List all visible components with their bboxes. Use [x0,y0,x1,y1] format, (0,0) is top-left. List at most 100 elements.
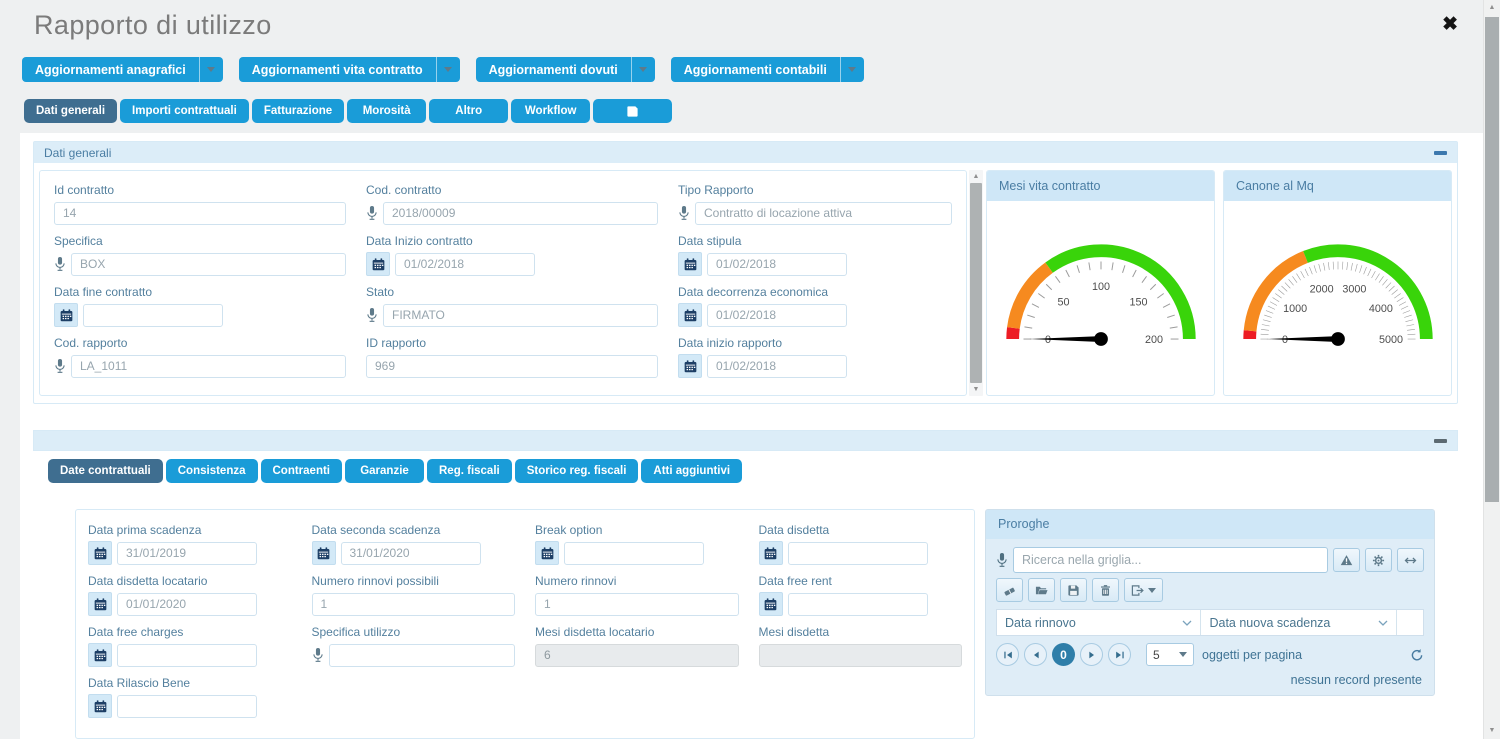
gear-button[interactable] [1365,548,1392,572]
cod-contratto-input[interactable] [383,202,658,225]
main-tab-importi-contrattuali[interactable]: Importi contrattuali [120,99,249,123]
break-option-input[interactable] [564,542,704,565]
main-tab-dati-generali[interactable]: Dati generali [24,99,117,123]
sub-tab-storico-reg-fiscali[interactable]: Storico reg. fiscali [515,459,639,483]
calendar-picker-button[interactable] [88,541,112,565]
calendar-picker-button[interactable] [88,592,112,616]
data-free-rent-input[interactable] [788,593,928,616]
grid-search-input[interactable] [1013,547,1328,573]
action-dropdown-aggiornamenti-vita-contratto[interactable] [436,57,460,82]
collapse-panel-icon[interactable] [1434,151,1447,155]
calendar-picker-button[interactable] [678,252,702,276]
scrollbar-thumb[interactable] [1485,17,1499,502]
main-tab-save-icon[interactable] [593,99,672,123]
scrollbar-down-icon[interactable]: ▼ [1484,723,1500,739]
id-rapporto-input[interactable] [366,355,658,378]
microphone-icon[interactable] [996,552,1008,568]
action-button-aggiornamenti-vita-contratto[interactable]: Aggiornamenti vita contratto [239,57,436,82]
sub-tab-reg-fiscali[interactable]: Reg. fiscali [427,459,512,483]
eraser-button[interactable] [996,578,1023,602]
action-button-aggiornamenti-anagrafici[interactable]: Aggiornamenti anagrafici [22,57,199,82]
scroll-up-icon[interactable]: ▲ [969,170,983,183]
action-dropdown-aggiornamenti-dovuti[interactable] [631,57,655,82]
sub-tab-contraenti[interactable]: Contraenti [261,459,343,483]
action-dropdown-aggiornamenti-contabili[interactable] [840,57,864,82]
calendar-picker-button[interactable] [759,592,783,616]
export-button[interactable] [1124,578,1163,602]
form-scrollbar[interactable]: ▲ ▼ [969,170,983,396]
pager-next-button[interactable] [1080,643,1103,666]
calendar-picker-button[interactable] [678,303,702,327]
field-id-rapporto: ID rapporto [366,336,658,378]
mic-icon[interactable] [54,358,66,374]
warning-button[interactable] [1333,548,1360,572]
scrollbar-up-icon[interactable]: ▲ [1484,0,1500,16]
collapse-panel2-icon[interactable] [1434,439,1447,443]
action-button-aggiornamenti-dovuti[interactable]: Aggiornamenti dovuti [476,57,631,82]
calendar-picker-button[interactable] [88,643,112,667]
pager-current-page[interactable]: 0 [1052,643,1075,666]
mic-icon[interactable] [366,205,378,221]
main-tab-fatturazione[interactable]: Fatturazione [252,99,344,123]
mic-icon[interactable] [366,307,378,323]
scroll-thumb[interactable] [970,183,982,383]
field-input-row [366,201,658,225]
data-disdetta-locatario-input[interactable] [117,593,257,616]
numero-rinnovi-possibili-input[interactable] [312,593,516,616]
grid-column-header-data-rinnovo[interactable]: Data rinnovo [997,610,1201,635]
data-disdetta-input[interactable] [788,542,928,565]
tipo-rapporto-input[interactable] [695,202,952,225]
calendar-picker-button[interactable] [366,252,390,276]
specifica-utilizzo-input[interactable] [329,644,516,667]
sub-tab-garanzie[interactable]: Garanzie [345,459,424,483]
resize-horizontal-button[interactable] [1397,548,1424,572]
action-dropdown-aggiornamenti-anagrafici[interactable] [199,57,223,82]
pager-last-button[interactable] [1108,643,1131,666]
data-free-charges-input[interactable] [117,644,257,667]
sub-tab-consistenza[interactable]: Consistenza [166,459,258,483]
save-button[interactable] [1060,578,1087,602]
mic-icon[interactable] [54,256,66,272]
data-inizio-contratto-input[interactable] [395,253,535,276]
mic-icon[interactable] [678,205,690,221]
calendar-picker-button[interactable] [759,541,783,565]
main-tab-workflow[interactable]: Workflow [511,99,590,123]
calendar-picker-button[interactable] [678,354,702,378]
open-button[interactable] [1028,578,1055,602]
id-contratto-input[interactable] [54,202,346,225]
sub-tab-date-contrattuali[interactable]: Date contrattuali [48,459,163,483]
page-scrollbar[interactable]: ▲ ▼ [1483,0,1500,739]
main-tab-altro[interactable]: Altro [429,99,508,123]
action-button-aggiornamenti-contabili[interactable]: Aggiornamenti contabili [671,57,840,82]
pager-first-button[interactable] [996,643,1019,666]
data-rilascio-bene-input[interactable] [117,695,257,718]
field-specifica-utilizzo: Specifica utilizzo [312,625,516,667]
calendar-picker-button[interactable] [535,541,559,565]
data-stipula-input[interactable] [707,253,847,276]
data-prima-scadenza-input[interactable] [117,542,257,565]
refresh-icon[interactable] [1410,648,1424,662]
calendar-picker-button[interactable] [312,541,336,565]
close-icon[interactable]: ✖ [1442,13,1458,36]
data-fine-contratto-input[interactable] [83,304,223,327]
data-decorrenza-economica-input[interactable] [707,304,847,327]
page-size-select[interactable]: 5 [1146,643,1194,666]
sub-tab-atti-aggiuntivi[interactable]: Atti aggiuntivi [641,459,742,483]
calendar-picker-button[interactable] [88,694,112,718]
grid-column-header-data-nuova-scadenza[interactable]: Data nuova scadenza [1201,610,1397,635]
pager-prev-button[interactable] [1024,643,1047,666]
main-tab-morosit[interactable]: Morosità [347,99,426,123]
specifica-input[interactable] [71,253,346,276]
field-input-row [54,303,346,327]
mic-icon[interactable] [312,647,324,663]
scroll-down-icon[interactable]: ▼ [969,383,983,396]
trash-button[interactable] [1092,578,1119,602]
data-inizio-rapporto-input[interactable] [707,355,847,378]
data-seconda-scadenza-input[interactable] [341,542,481,565]
stato-input[interactable] [383,304,658,327]
numero-rinnovi-input[interactable] [535,593,739,616]
calendar-picker-button[interactable] [54,303,78,327]
cod-rapporto-input[interactable] [71,355,346,378]
chevron-down-icon[interactable] [1182,620,1192,626]
chevron-down-icon[interactable] [1378,620,1388,626]
